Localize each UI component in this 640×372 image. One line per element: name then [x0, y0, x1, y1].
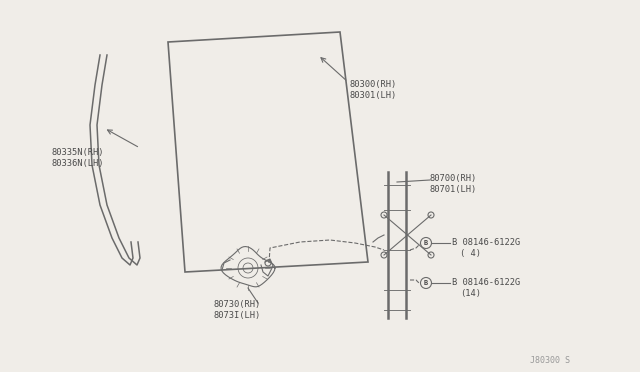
- Text: 8073I(LH): 8073I(LH): [214, 311, 261, 320]
- Text: 80336N(LH): 80336N(LH): [52, 159, 104, 168]
- Text: (14): (14): [460, 289, 481, 298]
- Text: 80730(RH): 80730(RH): [214, 300, 261, 309]
- Text: 80700(RH): 80700(RH): [430, 174, 477, 183]
- Text: ( 4): ( 4): [460, 249, 481, 258]
- Text: B 08146-6122G: B 08146-6122G: [452, 278, 520, 287]
- Text: B: B: [424, 280, 428, 286]
- Text: 80335N(RH): 80335N(RH): [52, 148, 104, 157]
- Text: B 08146-6122G: B 08146-6122G: [452, 238, 520, 247]
- Text: 80301(LH): 80301(LH): [350, 91, 397, 100]
- Text: B: B: [424, 240, 428, 246]
- Text: 80300(RH): 80300(RH): [350, 80, 397, 89]
- Text: J80300 S: J80300 S: [530, 356, 570, 365]
- Text: 80701(LH): 80701(LH): [430, 185, 477, 194]
